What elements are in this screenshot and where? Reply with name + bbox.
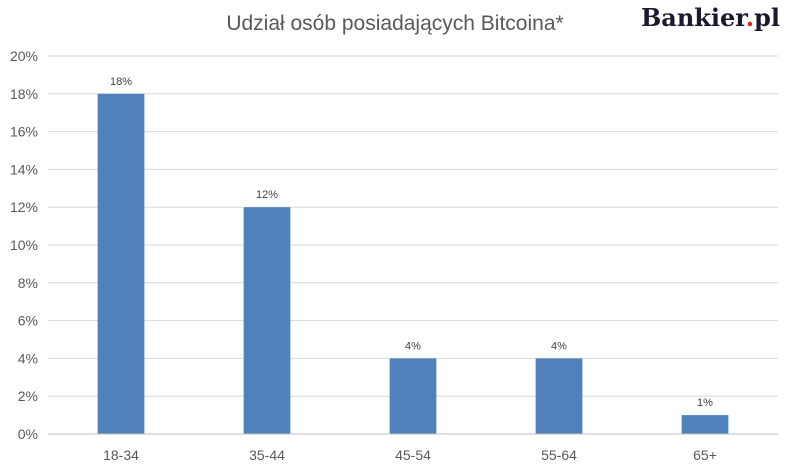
bar-55-64 xyxy=(535,358,583,434)
x-tick-label: 18-34 xyxy=(103,447,139,463)
bankier-logo: Bankier.pl xyxy=(641,3,780,32)
data-label: 18% xyxy=(110,76,132,88)
y-tick-label: 4% xyxy=(18,350,38,366)
y-tick-label: 18% xyxy=(10,86,38,102)
bar-18-34 xyxy=(97,93,145,435)
x-tick-label: 35-44 xyxy=(249,447,285,463)
data-label: 1% xyxy=(697,397,713,409)
bar-45-54 xyxy=(389,358,437,434)
data-label: 12% xyxy=(256,189,278,201)
data-label: 4% xyxy=(405,340,421,352)
x-tick-label: 65+ xyxy=(693,447,717,463)
x-tick-label: 55-64 xyxy=(541,447,577,463)
y-tick-label: 6% xyxy=(18,313,38,329)
y-tick-label: 12% xyxy=(10,199,38,215)
x-axis-ticks: 18-34 35-44 45-54 55-64 65+ xyxy=(103,447,717,463)
data-label: 4% xyxy=(551,340,567,352)
data-labels: 18% 12% 4% 4% 1% xyxy=(110,76,713,409)
y-tick-label: 2% xyxy=(18,388,38,404)
gridlines xyxy=(48,55,778,397)
x-tick-label: 45-54 xyxy=(395,447,431,463)
y-axis-ticks: 0% 2% 4% 6% 8% 10% 12% 14% 16% 18% 20% xyxy=(10,48,38,442)
y-tick-label: 20% xyxy=(10,48,38,64)
bar-35-44 xyxy=(243,207,291,434)
y-tick-label: 10% xyxy=(10,237,38,253)
y-tick-label: 8% xyxy=(18,275,38,291)
bars xyxy=(97,93,729,435)
bar-65+ xyxy=(681,415,729,434)
y-tick-label: 0% xyxy=(18,426,38,442)
chart-title: Udział osób posiadających Bitcoina* xyxy=(226,12,563,35)
y-tick-label: 16% xyxy=(10,124,38,140)
y-tick-label: 14% xyxy=(10,161,38,177)
